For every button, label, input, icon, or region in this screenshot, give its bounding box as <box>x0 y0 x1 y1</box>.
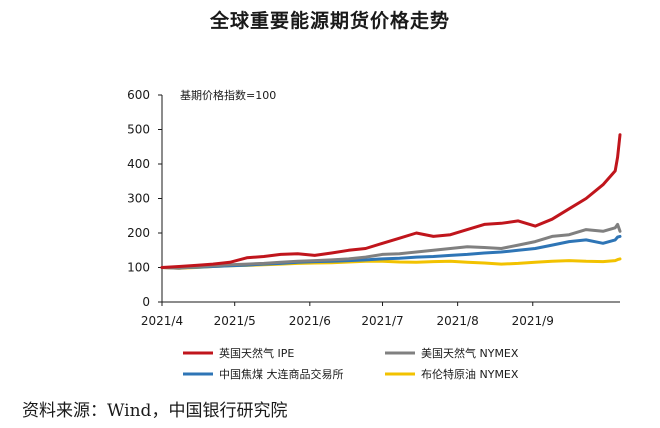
data-source: 资料来源：Wind，中国银行研究院 <box>22 401 288 421</box>
legend-label-1: 美国天然气 NYMEX <box>421 346 519 360</box>
x-tick-label: 2021/7 <box>361 314 403 328</box>
x-tick-label: 2021/8 <box>437 314 479 328</box>
y-tick-label: 300 <box>127 192 150 206</box>
x-tick-label: 2021/9 <box>512 314 554 328</box>
y-tick-labels: 0 100 200 300 400 500 600 <box>127 88 162 309</box>
y-tick-label: 400 <box>127 157 150 171</box>
series-line-0 <box>160 133 622 269</box>
legend: 英国天然气 IPE 美国天然气 NYMEX 中国焦煤 大连商品交易所 布伦特原油 NY… <box>183 346 519 381</box>
series-line-1 <box>160 222 622 270</box>
x-tick-label: 2021/6 <box>289 314 331 328</box>
x-tick-labels: 2021/4 2021/5 2021/6 2021/7 2021/8 2021/9 <box>141 302 554 328</box>
legend-label-0: 英国天然气 IPE <box>219 346 294 360</box>
y-tick-label: 0 <box>142 295 150 309</box>
base-index-annotation: 基期价格指数=100 <box>180 88 276 102</box>
series-lines <box>160 133 622 270</box>
y-tick-label: 200 <box>127 226 150 240</box>
y-tick-label: 600 <box>127 88 150 102</box>
y-tick-label: 100 <box>127 261 150 275</box>
legend-label-3: 布伦特原油 NYMEX <box>421 367 519 381</box>
chart-title: 全球重要能源期货价格走势 <box>209 10 450 32</box>
y-tick-label: 500 <box>127 123 150 137</box>
legend-label-2: 中国焦煤 大连商品交易所 <box>219 367 344 381</box>
x-tick-label: 2021/5 <box>214 314 256 328</box>
x-tick-label: 2021/4 <box>141 314 183 328</box>
